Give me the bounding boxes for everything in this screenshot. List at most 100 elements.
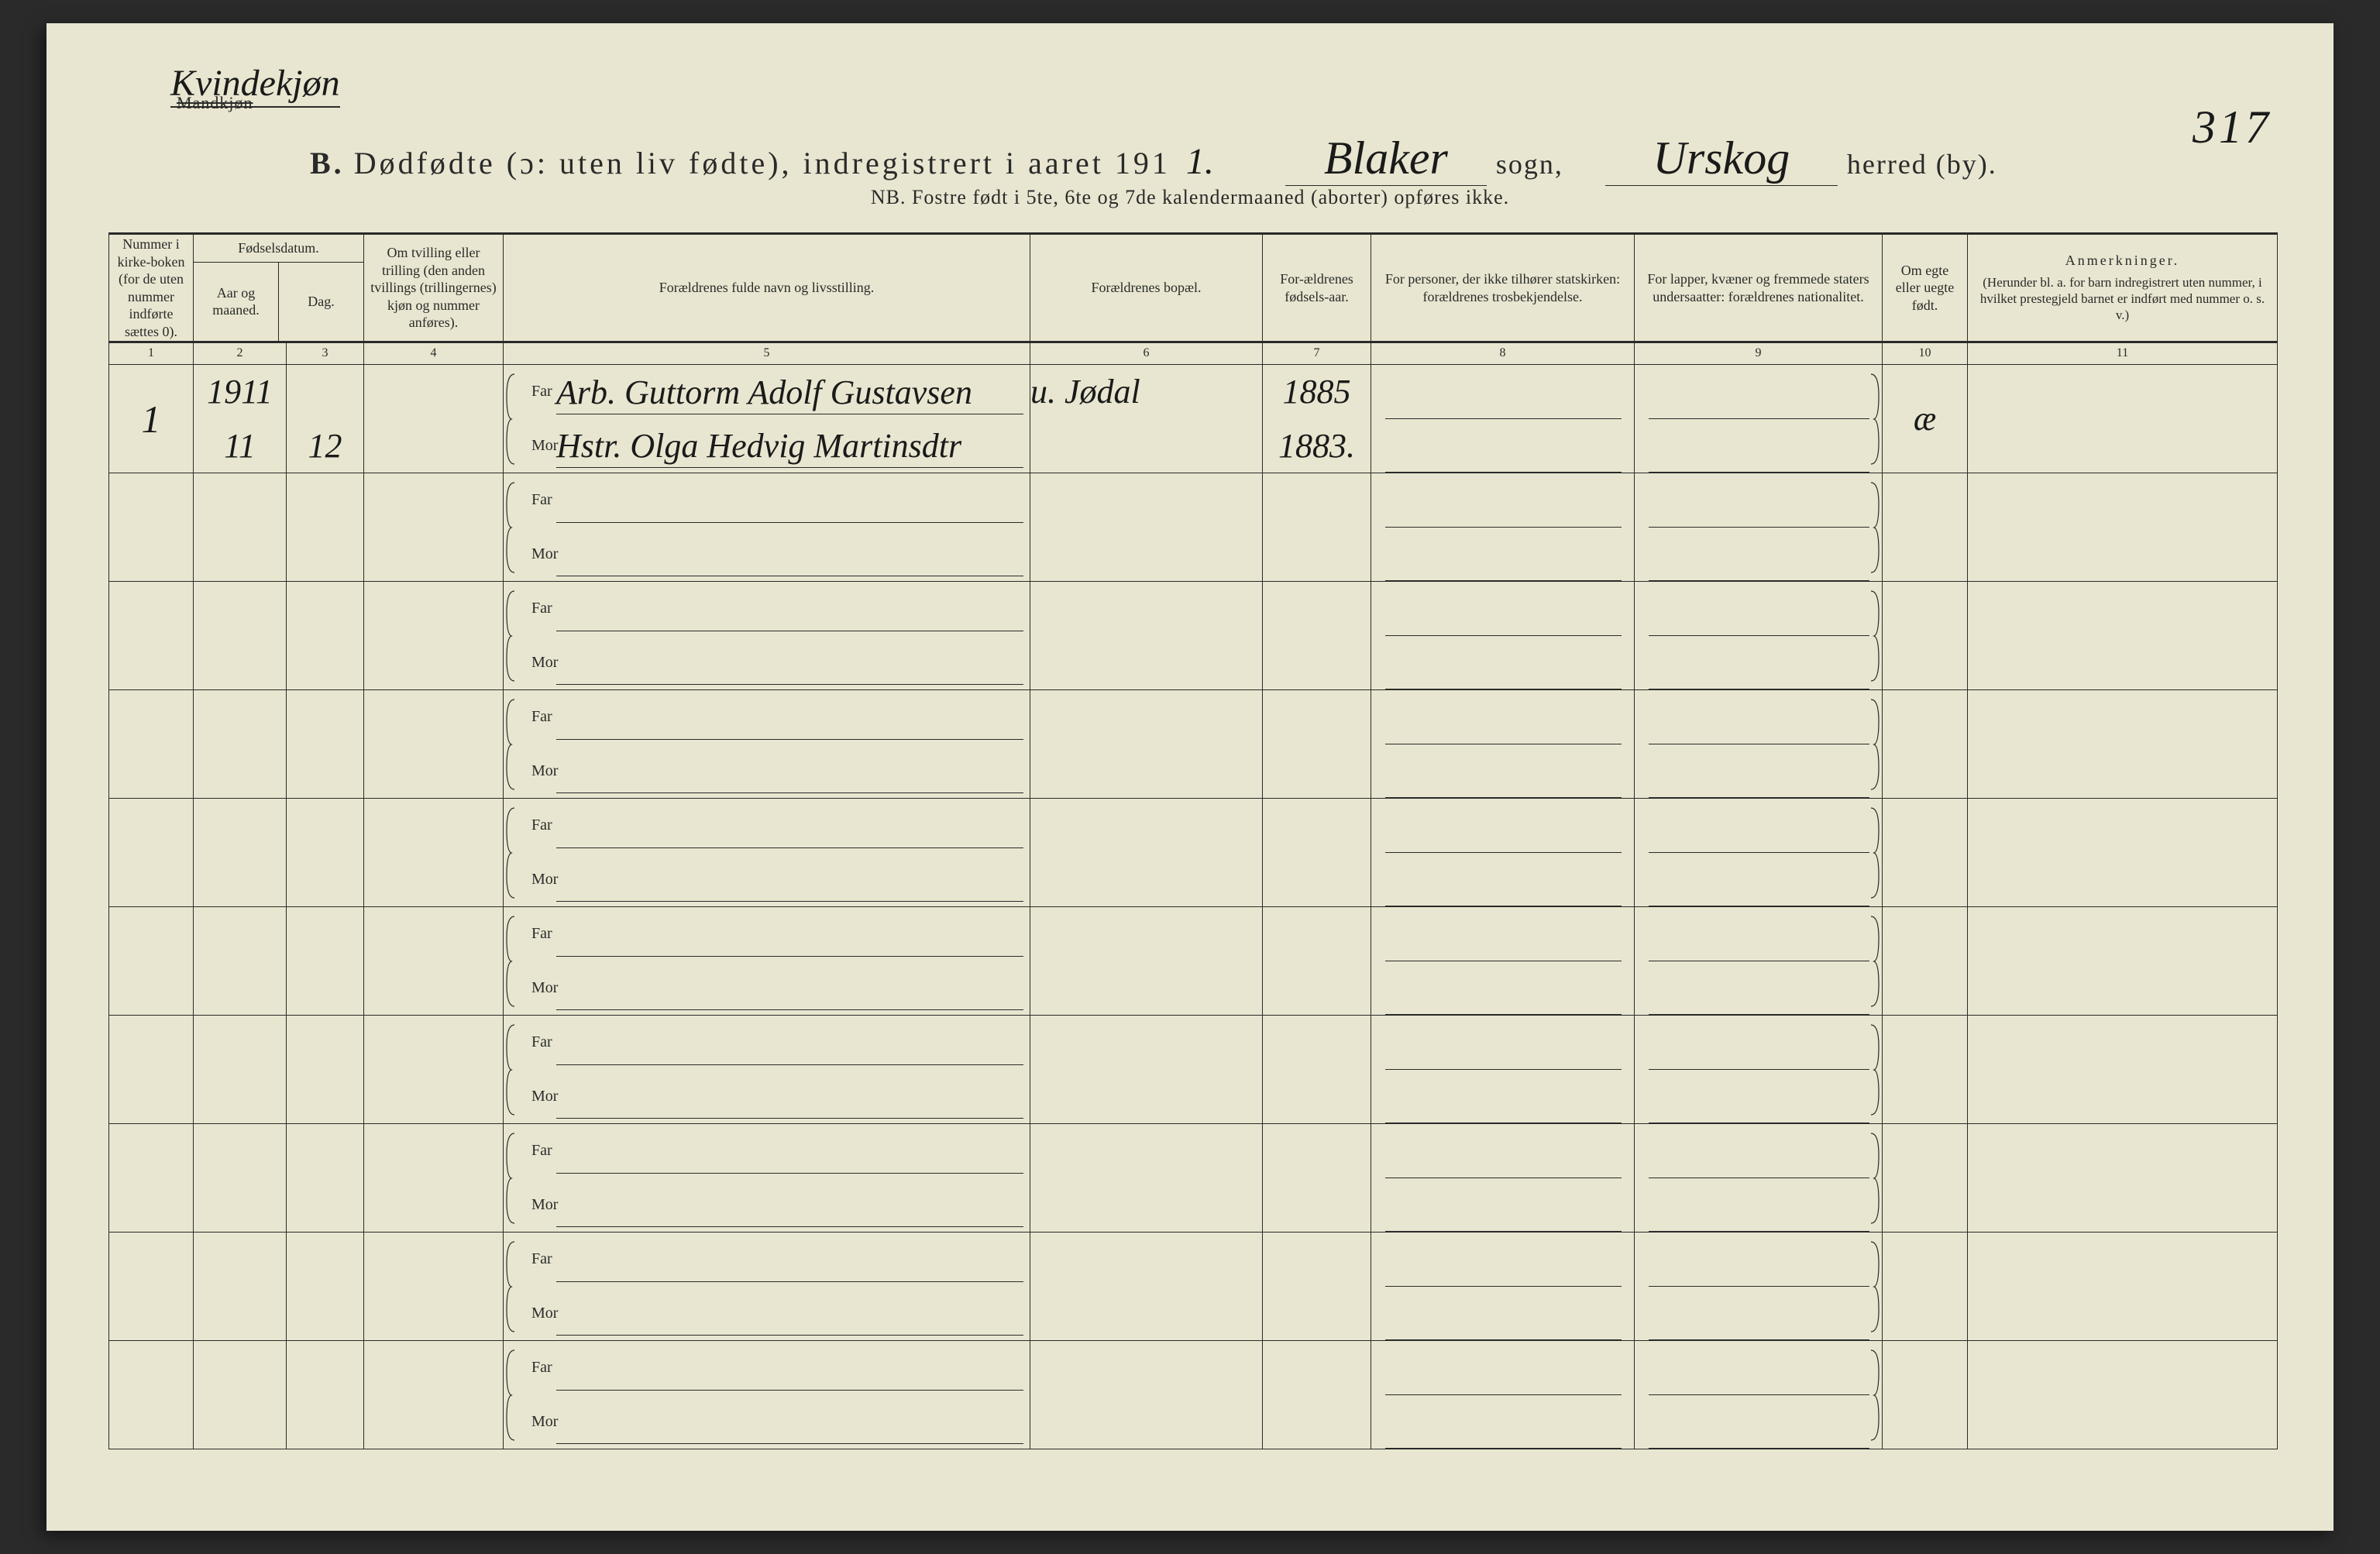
- cell-year-month: [194, 473, 287, 581]
- mor-label: Mor: [518, 762, 556, 780]
- col-header-11: Anmerkninger. (Herunder bl. a. for barn …: [1968, 235, 2278, 341]
- colnum: 7: [1263, 343, 1371, 364]
- cell-twin: [364, 799, 504, 906]
- subtitle: NB. Fostre født i 5te, 6te og 7de kalend…: [46, 186, 2334, 209]
- far-label: Far: [518, 817, 556, 834]
- mor-label: Mor: [518, 1088, 556, 1105]
- cell-religion: [1371, 365, 1635, 473]
- cell-nationality: [1635, 1233, 1883, 1340]
- cell-parents: Far Mor: [504, 582, 1030, 689]
- cell-day: [287, 690, 364, 798]
- cell-parents: Far Mor: [504, 799, 1030, 906]
- far-label: Far: [518, 1250, 556, 1268]
- col-header-11-sub: (Herunder bl. a. for barn indregistrert …: [1974, 274, 2271, 324]
- cell-twin: [364, 1124, 504, 1232]
- legitimate: æ: [1914, 399, 1936, 438]
- brace-icon: [505, 1132, 516, 1225]
- colnum: 9: [1635, 343, 1883, 364]
- far-label: Far: [518, 708, 556, 726]
- rows-container: 1 1911 11 12 Far Arb. Guttorm Adolf Gust…: [108, 365, 2278, 1449]
- table-row: Far Mor: [108, 690, 2278, 799]
- sogn-handwritten: Blaker: [1285, 132, 1487, 186]
- far-label: Far: [518, 383, 556, 401]
- col-header-2: Aar og maaned.: [194, 263, 279, 342]
- mor-label: Mor: [518, 871, 556, 889]
- col-header-2-3: Fødselsdatum. Aar og maaned. Dag.: [194, 235, 364, 341]
- col-header-6: Forældrenes bopæl.: [1030, 235, 1263, 341]
- cell-legitimate: [1883, 799, 1968, 906]
- cell-number: [108, 1016, 194, 1123]
- mor-label: Mor: [518, 1413, 556, 1431]
- cell-remarks: [1968, 582, 2278, 689]
- cell-parents: Far Mor: [504, 1233, 1030, 1340]
- cell-legitimate: [1883, 1341, 1968, 1449]
- cell-religion: [1371, 907, 1635, 1015]
- cell-day: 12: [287, 365, 364, 473]
- cell-legitimate: [1883, 1124, 1968, 1232]
- cell-parent-years: [1263, 582, 1371, 689]
- cell-parent-years: [1263, 1124, 1371, 1232]
- cell-day: [287, 1233, 364, 1340]
- col-header-8: For personer, der ikke tilhører statskir…: [1371, 235, 1635, 341]
- cell-legitimate: [1883, 1233, 1968, 1340]
- cell-parent-years: [1263, 907, 1371, 1015]
- cell-nationality: [1635, 1124, 1883, 1232]
- brace-icon: [505, 1240, 516, 1333]
- month-bot: 11: [224, 426, 256, 466]
- cell-religion: [1371, 473, 1635, 581]
- cell-parent-years: [1263, 1016, 1371, 1123]
- sogn-label: sogn,: [1496, 148, 1563, 180]
- brace-icon: [1869, 806, 1880, 899]
- cell-remarks: [1968, 1016, 2278, 1123]
- cell-legitimate: [1883, 1016, 1968, 1123]
- cell-residence: [1030, 1124, 1263, 1232]
- title-year-hw: 1.: [1180, 140, 1220, 183]
- cell-residence: [1030, 1016, 1263, 1123]
- brace-icon: [1869, 698, 1880, 791]
- cell-day: [287, 799, 364, 906]
- cell-nationality: [1635, 1016, 1883, 1123]
- cell-twin: [364, 1016, 504, 1123]
- table-row: Far Mor: [108, 1124, 2278, 1233]
- cell-nationality: [1635, 799, 1883, 906]
- residence: u. Jødal: [1030, 372, 1140, 411]
- colnum: 1: [108, 343, 194, 364]
- far-label: Far: [518, 491, 556, 509]
- cell-residence: [1030, 1341, 1263, 1449]
- far-label: Far: [518, 600, 556, 617]
- brace-icon: [1869, 1349, 1880, 1442]
- cell-parents: Far Mor: [504, 1124, 1030, 1232]
- entry-number: 1: [142, 397, 161, 442]
- brace-icon: [505, 1023, 516, 1116]
- cell-parents: Far Mor: [504, 907, 1030, 1015]
- cell-religion: [1371, 582, 1635, 689]
- herred-label: herred (by).: [1847, 148, 1997, 180]
- far-label: Far: [518, 925, 556, 943]
- cell-remarks: [1968, 1341, 2278, 1449]
- cell-parent-years: [1263, 1233, 1371, 1340]
- cell-parents: Far Arb. Guttorm Adolf Gustavsen Mor Hst…: [504, 365, 1030, 473]
- table-row: Far Mor: [108, 1016, 2278, 1124]
- brace-icon: [505, 915, 516, 1008]
- cell-twin: [364, 690, 504, 798]
- cell-parents: Far Mor: [504, 473, 1030, 581]
- table-header: Nummer i kirke-boken (for de uten nummer…: [108, 235, 2278, 343]
- mother-birthyear: 1883.: [1278, 426, 1355, 466]
- col-header-1: Nummer i kirke-boken (for de uten nummer…: [108, 235, 194, 341]
- cell-nationality: [1635, 690, 1883, 798]
- cell-year-month: [194, 1016, 287, 1123]
- far-label: Far: [518, 1359, 556, 1377]
- cell-legitimate: [1883, 907, 1968, 1015]
- col-header-date-group: Fødselsdatum.: [194, 235, 363, 263]
- brace-icon: [1869, 1023, 1880, 1116]
- mor-label: Mor: [518, 437, 556, 455]
- brace-icon: [1869, 1240, 1880, 1333]
- title-main: Dødfødte (ɔ: uten liv fødte), indregistr…: [354, 145, 1171, 181]
- cell-number: [108, 1233, 194, 1340]
- cell-day: [287, 473, 364, 581]
- cell-number: [108, 907, 194, 1015]
- cell-twin: [364, 582, 504, 689]
- cell-religion: [1371, 1016, 1635, 1123]
- cell-parents: Far Mor: [504, 1016, 1030, 1123]
- cell-remarks: [1968, 690, 2278, 798]
